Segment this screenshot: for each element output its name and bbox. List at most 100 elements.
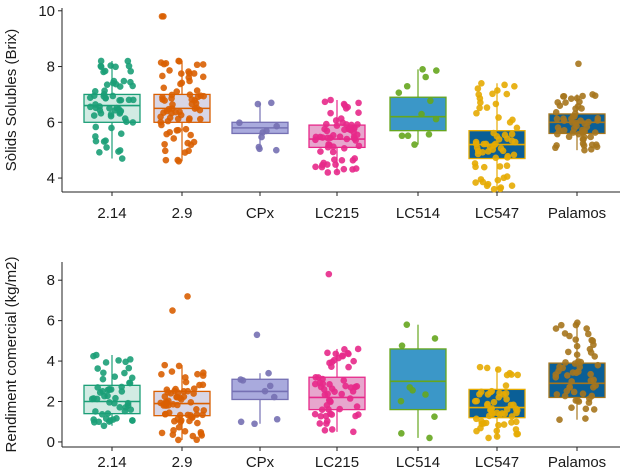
data-point [575, 60, 582, 68]
y-axis-title: Sòlids Solubles (Brix) [3, 29, 20, 172]
data-point [345, 363, 352, 371]
data-point [503, 395, 510, 403]
data-point [163, 386, 171, 393]
data-point [169, 307, 176, 314]
data-point [168, 368, 176, 375]
data-point [112, 394, 119, 402]
data-point [473, 415, 480, 423]
data-point [501, 410, 509, 418]
data-point [251, 420, 258, 428]
data-point [99, 375, 107, 383]
data-point [594, 361, 602, 369]
data-point [109, 416, 117, 423]
data-point [406, 384, 414, 391]
data-point [336, 133, 344, 141]
data-point [487, 406, 494, 414]
data-point [580, 128, 587, 136]
data-point [239, 377, 247, 384]
data-point [108, 124, 115, 132]
data-point [478, 79, 485, 87]
data-point [489, 146, 497, 153]
data-point [572, 336, 580, 343]
data-point [166, 67, 173, 74]
data-point [489, 90, 496, 98]
data-point [568, 404, 575, 411]
data-point [579, 390, 587, 397]
data-point [259, 129, 267, 136]
data-point [129, 82, 136, 90]
x-tick-label: LC514 [396, 205, 440, 222]
data-point [325, 406, 332, 413]
y-tick-label: 4 [47, 353, 55, 370]
data-point [552, 371, 560, 378]
data-point [590, 341, 597, 349]
data-point [506, 119, 514, 126]
data-point [190, 385, 198, 392]
data-point [117, 96, 125, 104]
data-point [268, 99, 275, 107]
data-point [333, 168, 341, 176]
data-point [473, 427, 480, 435]
data-point [199, 411, 206, 419]
data-point [572, 105, 579, 112]
data-point [92, 123, 100, 131]
data-point [103, 81, 111, 88]
data-point [97, 57, 105, 65]
data-point [90, 395, 97, 402]
data-point [177, 70, 185, 77]
data-point [563, 372, 571, 379]
data-point [496, 163, 504, 170]
data-point [174, 415, 182, 423]
data-point [161, 140, 168, 148]
x-tick-label: Palamos [548, 454, 606, 471]
data-point [484, 400, 491, 408]
data-point [103, 144, 110, 151]
data-point [102, 415, 110, 422]
data-point [105, 385, 113, 393]
data-point [157, 118, 165, 126]
data-point [261, 387, 269, 395]
data-point [328, 426, 336, 433]
box-group-2.9: 2.9 [153, 13, 211, 222]
y-axis-title: Rendiment comercial (kg/m2) [3, 257, 20, 453]
data-point [168, 91, 176, 99]
data-point [236, 119, 243, 127]
data-point [514, 407, 521, 414]
box-group-LC547: LC547 [468, 79, 526, 222]
data-point [483, 182, 491, 190]
data-point [511, 138, 519, 146]
data-point [476, 363, 484, 371]
data-point [158, 370, 165, 378]
data-point [350, 357, 357, 365]
data-point [352, 412, 359, 420]
data-point [125, 62, 133, 70]
data-point [427, 97, 434, 105]
data-point [404, 132, 412, 140]
data-point [336, 405, 344, 413]
data-point [175, 423, 183, 431]
data-point [575, 398, 583, 405]
data-point [173, 127, 181, 134]
data-point [433, 67, 440, 74]
data-point [355, 99, 362, 107]
data-point [117, 130, 125, 137]
data-point [554, 99, 561, 106]
x-tick-label: CPx [246, 205, 275, 222]
y-tick-label: 2 [47, 394, 55, 411]
data-point [507, 401, 515, 409]
data-point [161, 410, 169, 418]
data-point [122, 403, 129, 411]
data-point [327, 96, 334, 104]
box [389, 96, 447, 132]
data-point [479, 178, 487, 186]
x-tick-label: LC215 [315, 454, 359, 471]
data-point [496, 411, 504, 418]
data-point [115, 357, 122, 364]
data-point [273, 415, 281, 423]
data-point [553, 115, 561, 123]
data-point [177, 111, 185, 119]
data-point [161, 361, 169, 369]
data-point [504, 154, 511, 161]
data-point [577, 358, 585, 366]
